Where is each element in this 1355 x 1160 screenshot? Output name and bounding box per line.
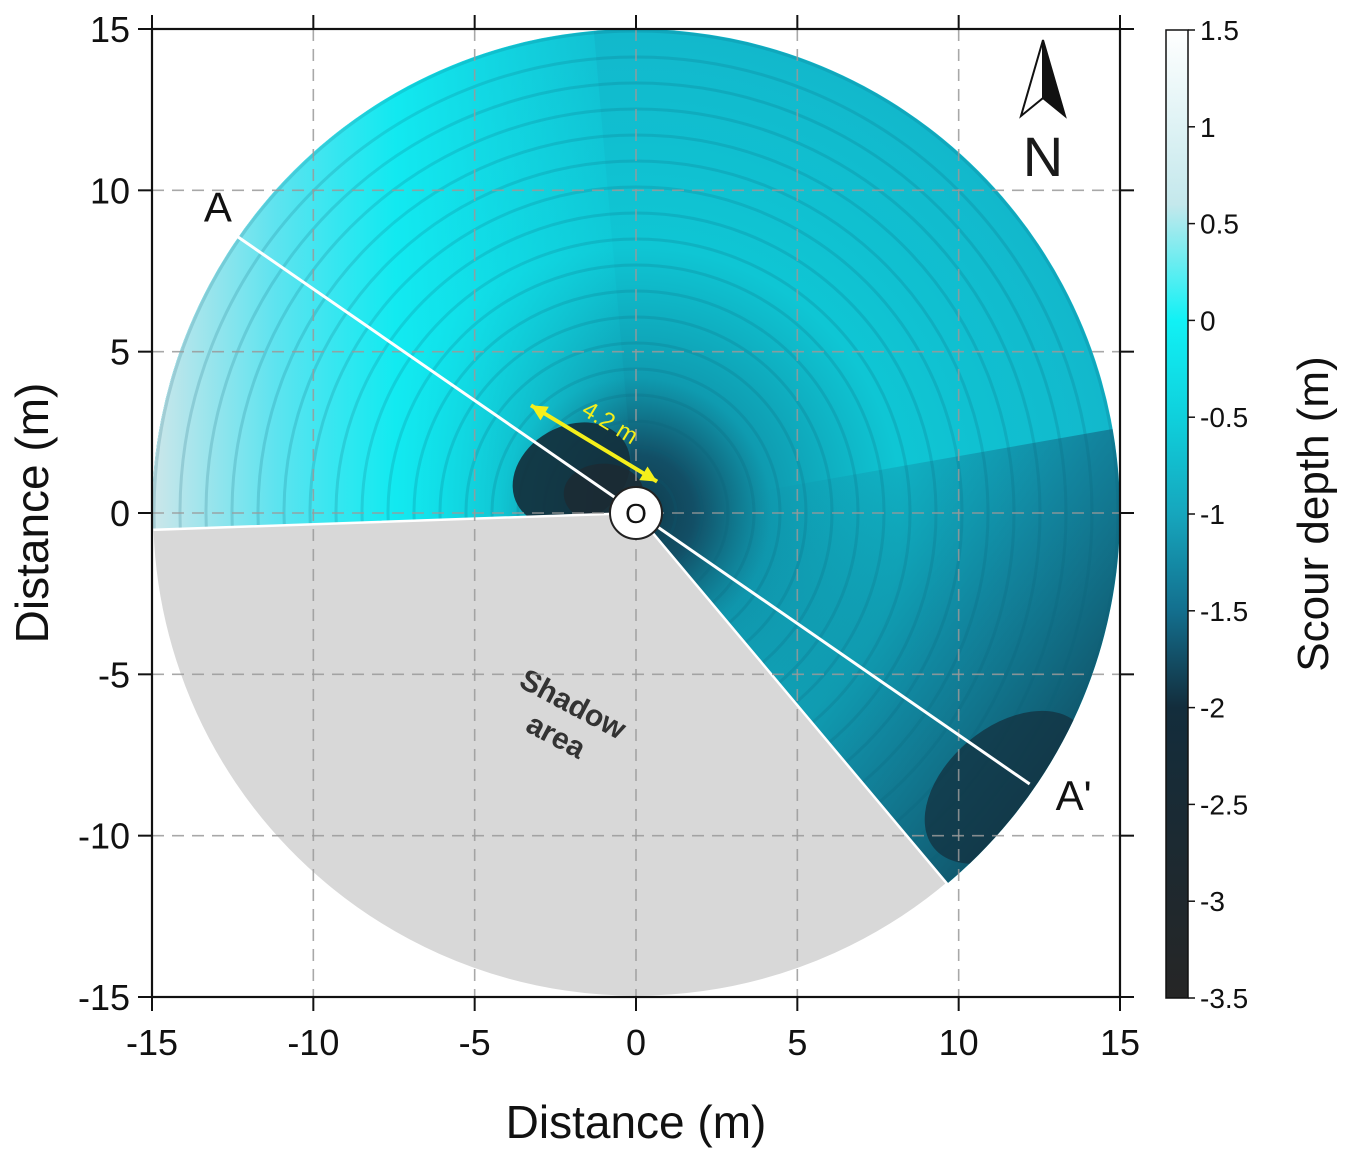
colorbar-tick-label: 1.5	[1200, 15, 1239, 46]
scour-extent-arrowhead-end	[639, 466, 658, 482]
x-tick-label: 0	[626, 1022, 646, 1063]
colorbar-tick-label: 1	[1200, 112, 1216, 143]
scan-shallow-region	[152, 30, 637, 530]
colorbar-tick-label: 0.5	[1200, 209, 1239, 240]
colorbar-tick-label: -2	[1200, 693, 1225, 724]
colorbar-tick-label: -0.5	[1200, 402, 1248, 433]
x-tick-label: 10	[939, 1022, 979, 1063]
north-arrow-left	[1019, 39, 1044, 119]
x-tick-label: 5	[787, 1022, 807, 1063]
x-axis-label: Distance (m)	[506, 1096, 767, 1148]
scour-extent-arrowhead-start	[530, 405, 549, 421]
colorbar-label: Scour depth (m)	[1289, 356, 1338, 671]
colorbar: 1.5 1 0.5 0 -0.5 -1 -1.5 -2 -2.5 -3 -3.5 Scour dept…	[1165, 15, 1338, 1014]
colorbar-tick-label: -1.5	[1200, 596, 1248, 627]
colorbar-tick-label: -3.5	[1200, 983, 1248, 1014]
y-tick-label: 15	[90, 9, 130, 50]
y-tick-label: -5	[98, 654, 130, 695]
section-end-label: A'	[1056, 772, 1092, 819]
pier-origin	[609, 486, 663, 540]
colorbar-scale	[1165, 29, 1189, 999]
north-label: N	[1023, 125, 1063, 188]
y-tick-label: 0	[110, 493, 130, 534]
colorbar-tick-label: -3	[1200, 886, 1225, 917]
x-tick-label: -10	[287, 1022, 339, 1063]
y-tick-label: -10	[78, 816, 130, 857]
section-start-label: A	[204, 184, 232, 231]
colorbar-tick-label: -2.5	[1200, 789, 1248, 820]
x-tick-label: -5	[459, 1022, 491, 1063]
y-tick-label: 10	[90, 170, 130, 211]
y-tick-label: 5	[110, 332, 130, 373]
y-tick-label: -15	[78, 977, 130, 1018]
scour-extent-arrow	[529, 403, 659, 484]
colorbar-tick-label: 0	[1200, 305, 1216, 336]
x-tick-label: -15	[126, 1022, 178, 1063]
north-arrow-right	[1042, 39, 1067, 119]
colorbar-tick-label: -1	[1200, 499, 1225, 530]
y-axis-label: Distance (m)	[6, 383, 58, 644]
origin-label: O	[625, 498, 647, 529]
shadow-area	[151, 511, 949, 999]
x-tick-label: 15	[1100, 1022, 1140, 1063]
